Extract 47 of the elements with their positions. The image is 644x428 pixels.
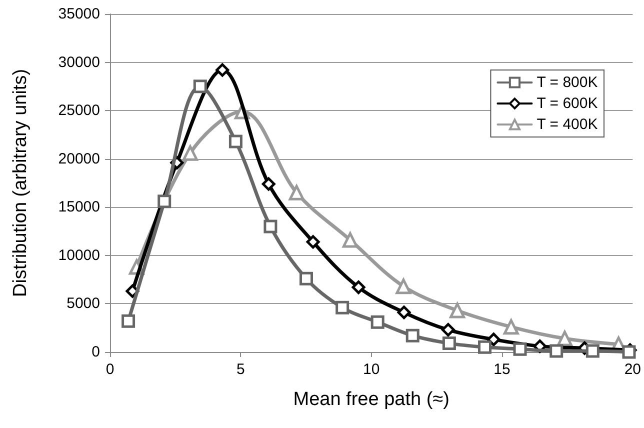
- x-tick-label: 0: [106, 361, 114, 378]
- point: [342, 232, 358, 248]
- y-tick-label: 10000: [58, 246, 100, 264]
- x-axis-title: Mean free path (≈): [293, 389, 450, 410]
- point: [336, 300, 350, 314]
- y-tick-label: 20000: [58, 150, 100, 168]
- point: [396, 278, 412, 294]
- point: [406, 328, 420, 342]
- y-tick-label: 35000: [58, 6, 100, 22]
- point: [503, 319, 519, 335]
- point: [486, 332, 500, 346]
- point: [450, 302, 466, 318]
- point: [370, 315, 384, 329]
- point: [397, 306, 411, 320]
- y-tick-label: 15000: [58, 198, 100, 216]
- x-tick-label: 10: [362, 361, 380, 378]
- y-tick-label: 25000: [58, 102, 100, 120]
- x-tick-label: 20: [624, 361, 641, 378]
- y-axis-title: Distribution (arbitrary units): [10, 68, 31, 298]
- point: [556, 330, 572, 346]
- point: [182, 145, 198, 161]
- point: [478, 340, 492, 354]
- point: [513, 342, 527, 356]
- point: [300, 272, 314, 286]
- x-tick-label: 5: [236, 361, 245, 378]
- point: [442, 336, 456, 350]
- point: [550, 344, 564, 358]
- point: [622, 345, 636, 359]
- y-tick-label: 5000: [66, 295, 100, 312]
- point: [352, 280, 366, 294]
- point: [262, 177, 276, 191]
- point: [306, 235, 320, 249]
- point: [441, 323, 455, 337]
- point: [228, 134, 242, 148]
- point: [122, 314, 136, 328]
- x-tick-label: 15: [494, 361, 510, 378]
- legend-label: T = 600K: [536, 95, 598, 112]
- y-tick-label: 30000: [58, 54, 100, 71]
- point: [158, 194, 172, 208]
- y-tick-label: 0: [92, 344, 100, 360]
- legend-label: T = 800K: [536, 74, 598, 91]
- point: [586, 344, 600, 358]
- point: [193, 80, 207, 94]
- point: [264, 220, 278, 234]
- legend-label: T = 400K: [536, 116, 598, 133]
- point: [216, 63, 230, 77]
- point: [288, 184, 304, 200]
